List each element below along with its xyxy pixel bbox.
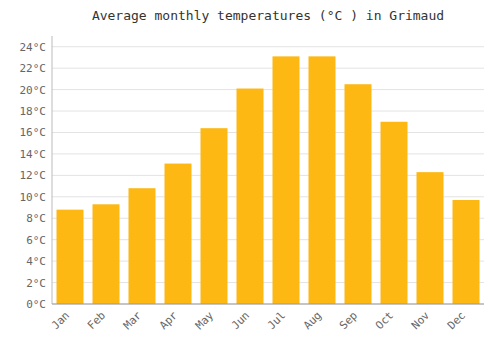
- bar: [309, 56, 336, 304]
- bar: [453, 200, 480, 304]
- y-tick-label: 24°C: [20, 41, 47, 54]
- grid-line: [52, 153, 484, 154]
- y-tick-label: 10°C: [20, 191, 47, 204]
- grid-line: [52, 68, 484, 69]
- grid-line: [52, 89, 484, 90]
- y-tick-label: 0°C: [26, 298, 46, 311]
- x-tick-label: Jun: [229, 309, 252, 332]
- x-tick-label: Apr: [157, 309, 181, 333]
- x-tick-label: Dec: [445, 309, 468, 332]
- chart: Average monthly temperatures (°C ) in Gr…: [0, 0, 500, 350]
- x-tick-label: Feb: [85, 309, 108, 332]
- bar: [381, 122, 408, 304]
- grid-line: [52, 111, 484, 112]
- x-tick-label: Sep: [337, 309, 360, 332]
- bar: [273, 56, 300, 304]
- x-tick-label: Oct: [373, 309, 396, 332]
- y-tick-label: 16°C: [20, 126, 47, 139]
- y-axis: 0°C 2°C 4°C 6°C 8°C 10°C 12°C 14°C 16°C 18°C 20°C 2…: [20, 41, 47, 311]
- chart-container: Average monthly temperatures (°C ) in Gr…: [0, 0, 500, 350]
- bars: [57, 56, 480, 304]
- bar: [93, 204, 120, 304]
- title: Average monthly temperatures (°C ) in Gr…: [92, 8, 444, 23]
- y-tick-label: 20°C: [20, 84, 47, 97]
- x-tick-label: Jul: [265, 309, 288, 332]
- y-tick-label: 14°C: [20, 148, 47, 161]
- grid-line: [52, 132, 484, 133]
- y-tick-label: 6°C: [26, 234, 46, 247]
- grid: [52, 47, 484, 304]
- x-tick-label: Jan: [49, 309, 72, 332]
- x-tick-label: May: [193, 309, 217, 333]
- x-axis: Jan Feb Mar Apr May Jun Jul Aug Sep Oct Nov Dec: [49, 309, 468, 333]
- bar: [201, 128, 228, 304]
- bar: [345, 84, 372, 304]
- grid-line: [52, 304, 484, 305]
- y-axis-line: [52, 36, 53, 304]
- y-tick-label: 22°C: [20, 62, 47, 75]
- x-tick-label: Aug: [301, 309, 324, 332]
- bar: [129, 188, 156, 304]
- y-tick-label: 12°C: [20, 169, 47, 182]
- bar: [237, 89, 264, 304]
- grid-line: [52, 46, 484, 47]
- y-tick-label: 2°C: [26, 277, 46, 290]
- x-tick-label: Nov: [409, 309, 433, 333]
- bar: [57, 210, 84, 304]
- x-tick-label: Mar: [121, 309, 145, 333]
- y-tick-label: 8°C: [26, 212, 46, 225]
- bar: [417, 172, 444, 304]
- bar: [165, 164, 192, 304]
- y-tick-label: 4°C: [26, 255, 46, 268]
- y-tick-label: 18°C: [20, 105, 47, 118]
- x-axis-line: [52, 304, 484, 305]
